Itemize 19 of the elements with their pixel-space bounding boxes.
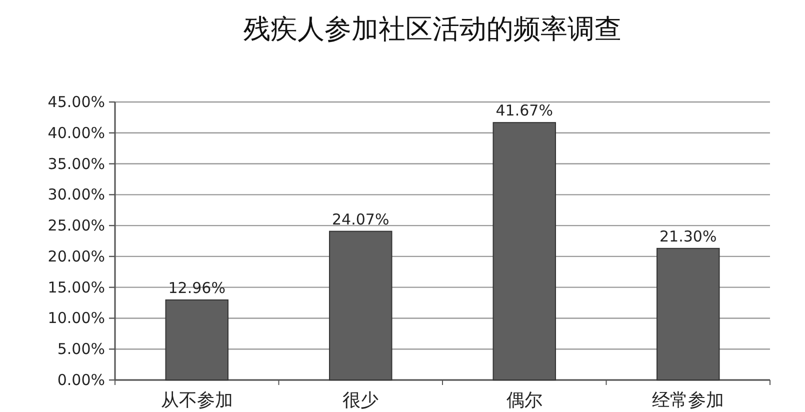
data-label: 24.07% [332, 210, 390, 228]
y-tick-label: 20.00% [48, 247, 105, 266]
y-tick-label: 0.00% [57, 371, 105, 389]
data-label: 41.67% [496, 102, 553, 120]
y-tick-label: 40.00% [48, 124, 105, 142]
x-tick-label: 经常参加 [652, 390, 724, 411]
x-tick-label: 从不参加 [160, 390, 233, 411]
chart-title: 残疾人参加社区活动的频率调查 [244, 14, 622, 45]
data-label: 12.96% [168, 278, 226, 297]
y-tick-label: 30.00% [48, 186, 105, 204]
x-tick-label: 偶尔 [506, 390, 542, 411]
y-tick-label: 5.00% [57, 340, 105, 358]
y-tick-label: 45.00% [48, 93, 105, 111]
y-tick-label: 25.00% [48, 216, 105, 235]
y-tick-label: 35.00% [48, 154, 105, 173]
data-label: 21.30% [660, 227, 717, 246]
x-tick-label: 很少 [342, 390, 379, 411]
y-tick-label: 15.00% [48, 278, 105, 296]
y-tick-label: 10.00% [48, 309, 105, 328]
